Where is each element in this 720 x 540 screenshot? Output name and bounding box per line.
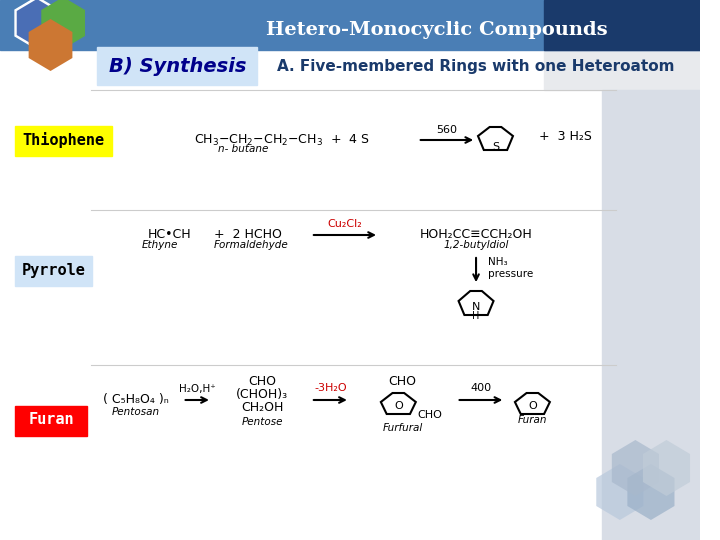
Text: +  2 HCHO: + 2 HCHO [214, 228, 282, 241]
Text: A. Five-membered Rings with one Heteroatom: A. Five-membered Rings with one Heteroat… [277, 58, 675, 73]
Text: H: H [472, 311, 480, 321]
Text: n- butane: n- butane [217, 144, 268, 154]
Polygon shape [41, 0, 85, 49]
Text: S: S [492, 142, 499, 152]
Text: N: N [472, 302, 480, 312]
Bar [603, 90, 700, 540]
Text: (CHOH)₃: (CHOH)₃ [236, 388, 289, 401]
Bar [544, 0, 700, 90]
Polygon shape [29, 19, 73, 71]
Text: HC•CH: HC•CH [148, 228, 192, 241]
Bar [544, 0, 700, 50]
Text: Furan: Furan [518, 415, 547, 425]
Text: Furfural: Furfural [383, 423, 423, 433]
Text: Thiophene: Thiophene [22, 132, 104, 148]
Text: B) Synthesis: B) Synthesis [109, 57, 246, 76]
Text: Formaldehyde: Formaldehyde [213, 240, 288, 250]
Polygon shape [15, 0, 59, 49]
Polygon shape [596, 464, 644, 520]
Text: CHO: CHO [418, 410, 443, 420]
Text: ( C₅H₈O₄ )ₙ: ( C₅H₈O₄ )ₙ [103, 394, 169, 407]
Text: Pentosan: Pentosan [112, 407, 160, 417]
Bar [14, 126, 112, 156]
Text: H₂O,H⁺: H₂O,H⁺ [179, 384, 215, 394]
Text: 1,2-butyldiol: 1,2-butyldiol [444, 240, 509, 250]
Polygon shape [643, 440, 690, 496]
Bar [0, 0, 700, 50]
Text: HOH₂CC≡CCH₂OH: HOH₂CC≡CCH₂OH [420, 228, 532, 241]
Text: -3H₂O: -3H₂O [314, 383, 346, 393]
Polygon shape [612, 440, 659, 496]
Text: CHO: CHO [248, 375, 276, 388]
Text: $\mathregular{CH_3{-}CH_2{-}CH_2{-}CH_3}$  +  4 S: $\mathregular{CH_3{-}CH_2{-}CH_2{-}CH_3}… [194, 132, 369, 147]
Polygon shape [627, 464, 675, 520]
Bar [14, 256, 92, 286]
Text: Furan: Furan [28, 413, 74, 428]
Text: O: O [394, 401, 402, 411]
Text: Hetero-Monocyclic Compounds: Hetero-Monocyclic Compounds [266, 21, 608, 39]
Text: Pentose: Pentose [242, 417, 283, 427]
Text: Cu₂Cl₂: Cu₂Cl₂ [328, 219, 362, 229]
Bar [14, 406, 87, 436]
Text: NH₃
pressure: NH₃ pressure [487, 257, 533, 279]
Text: 400: 400 [470, 383, 492, 393]
Polygon shape [17, 0, 57, 47]
Text: CH₂OH: CH₂OH [241, 401, 284, 414]
Text: Ethyne: Ethyne [142, 240, 179, 250]
Text: Pyrrole: Pyrrole [22, 262, 86, 278]
Text: O: O [528, 401, 537, 411]
Text: CHO: CHO [389, 375, 417, 388]
Text: 560: 560 [436, 125, 457, 135]
Text: +  3 H₂S: + 3 H₂S [539, 130, 592, 143]
Bar [97, 47, 258, 85]
